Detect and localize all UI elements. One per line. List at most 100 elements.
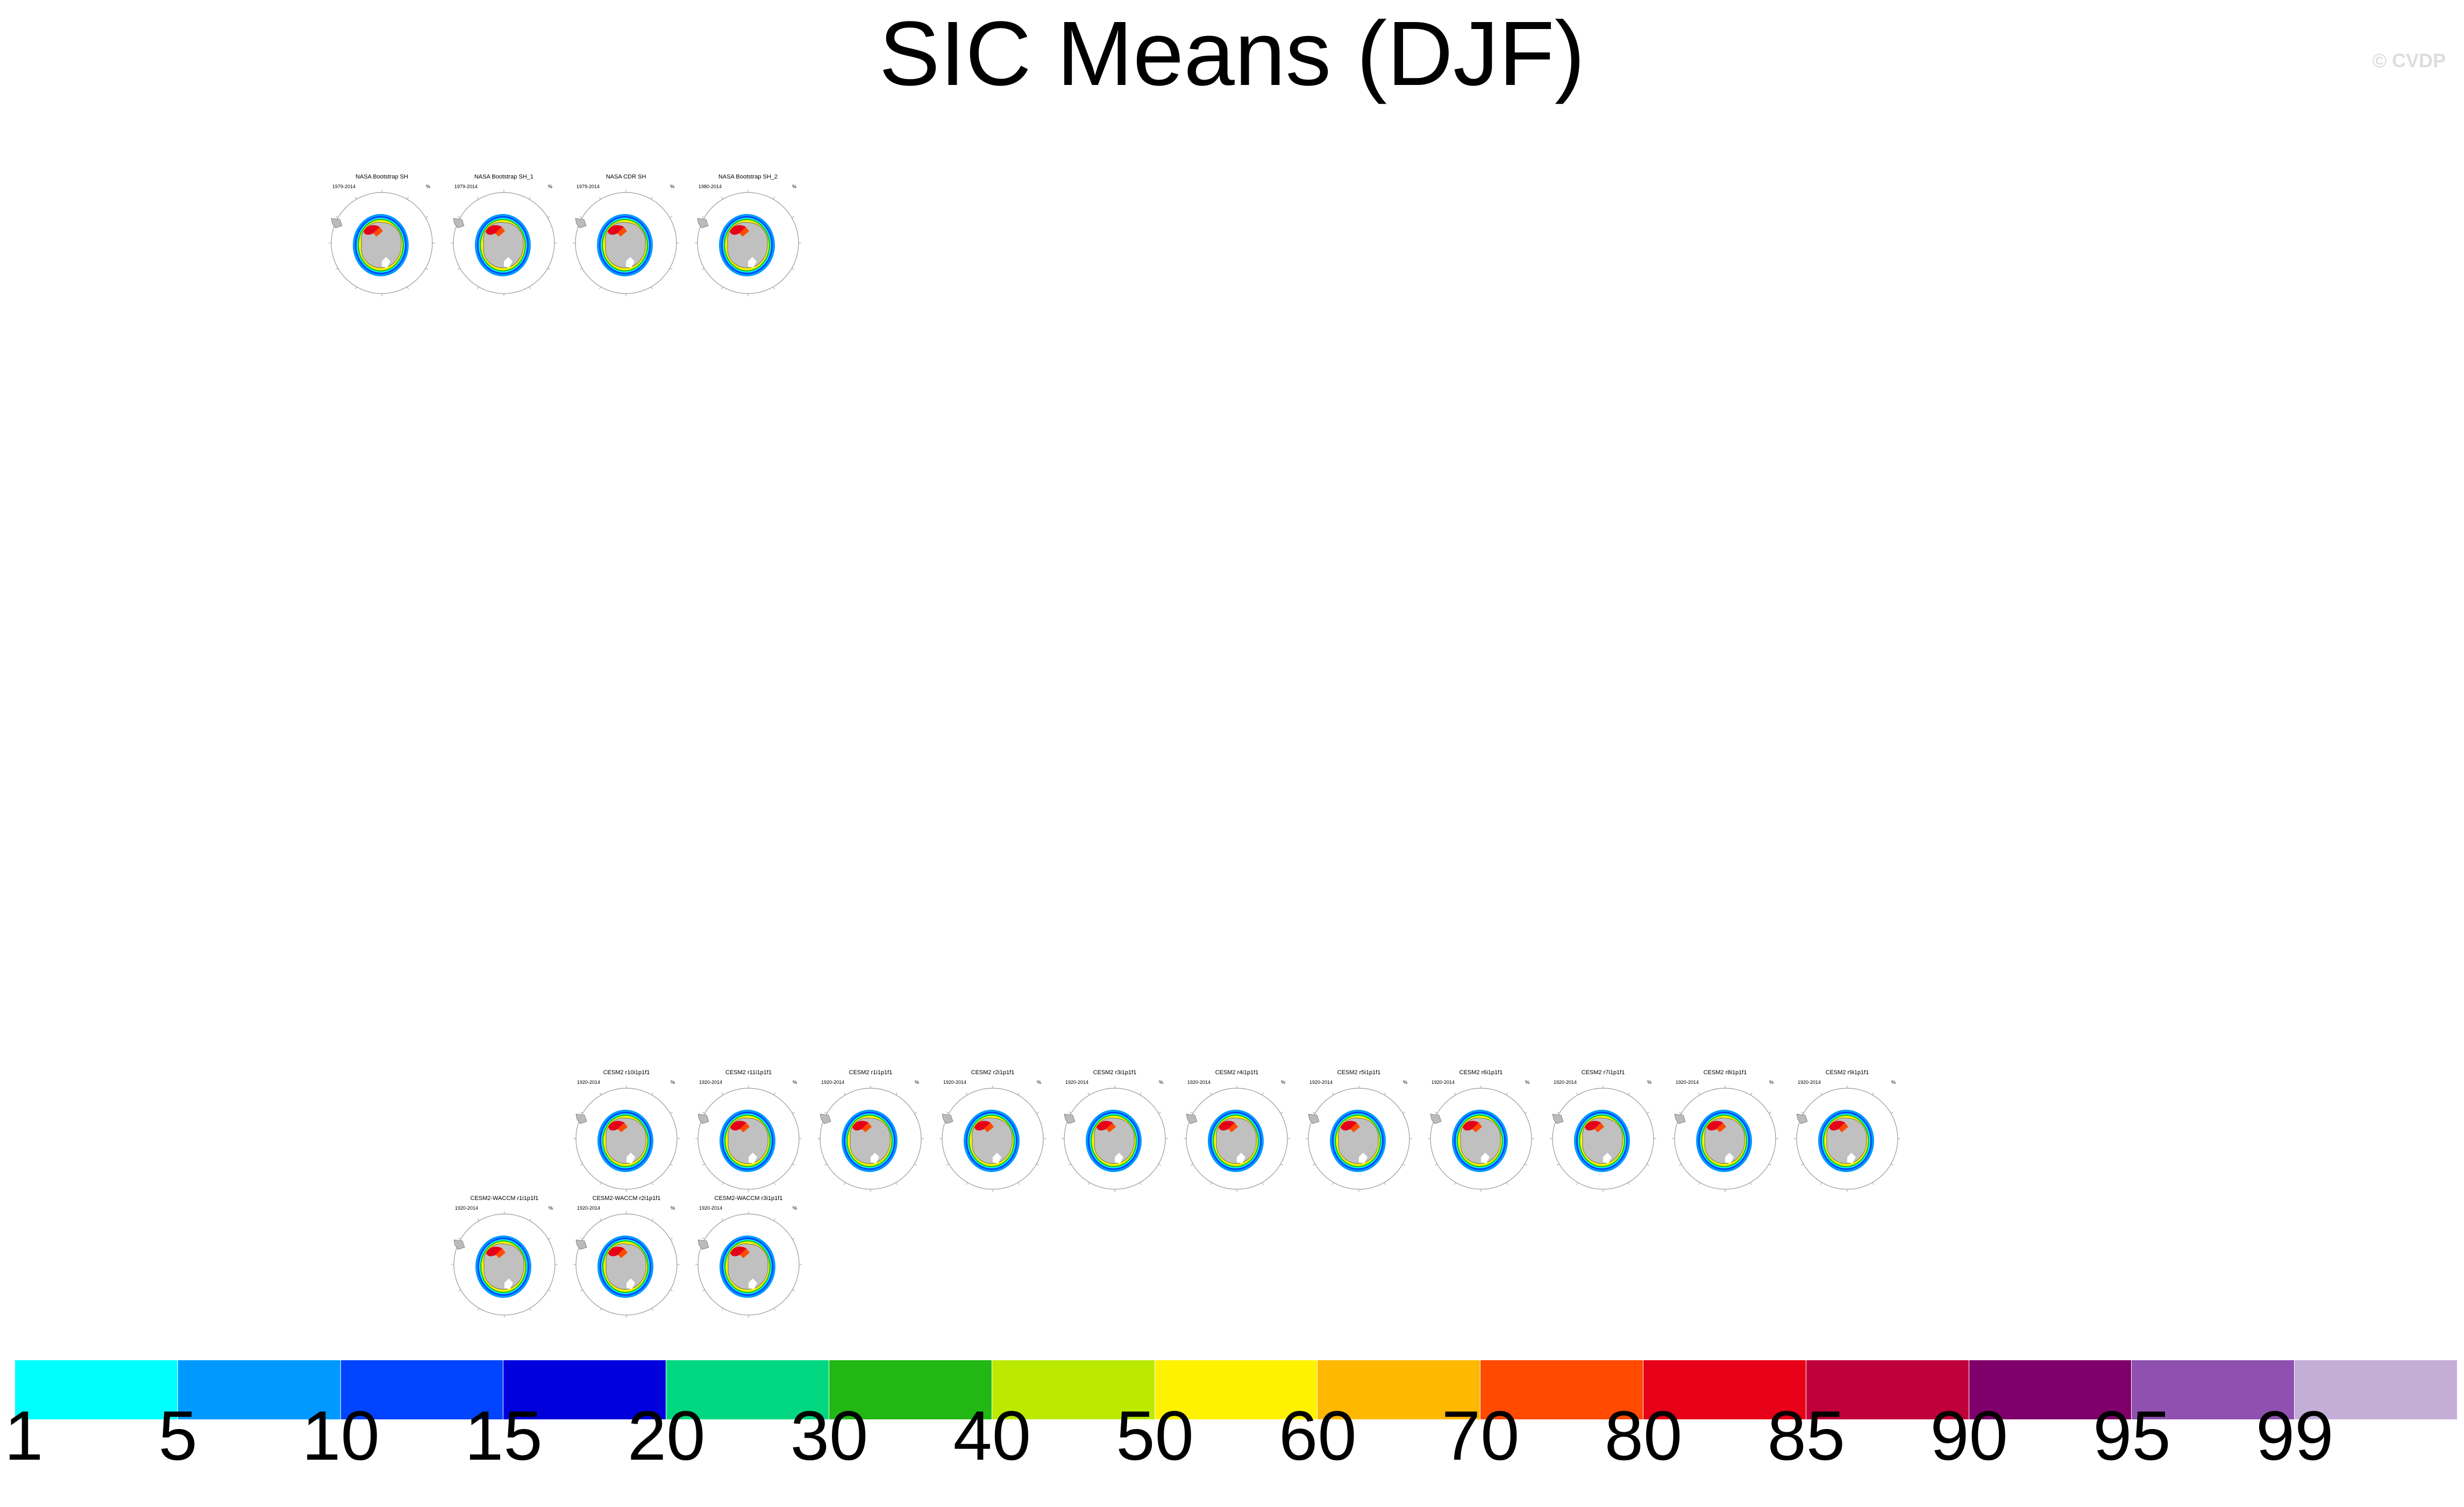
high-sic-patch bbox=[1219, 1120, 1235, 1131]
longitude-tick bbox=[1872, 1092, 1874, 1095]
polar-map bbox=[573, 1085, 680, 1192]
panel-units: % bbox=[670, 1080, 675, 1085]
panel-units: % bbox=[670, 184, 674, 189]
polar-map bbox=[1672, 1085, 1778, 1192]
longitude-tick bbox=[792, 1289, 795, 1291]
high-sic-patch bbox=[364, 225, 380, 235]
longitude-tick bbox=[773, 1182, 775, 1185]
south-america-landmass bbox=[1674, 1113, 1686, 1124]
longitude-tick bbox=[651, 197, 653, 199]
high-sic-patch bbox=[617, 227, 627, 237]
high-sic-patch bbox=[486, 1246, 502, 1256]
panel-units: % bbox=[1158, 1080, 1163, 1085]
longitude-tick bbox=[702, 1238, 705, 1240]
polar-map bbox=[1062, 1085, 1168, 1192]
panel-units: % bbox=[792, 184, 796, 189]
colorbar-box bbox=[1806, 1360, 1969, 1419]
polar-map bbox=[695, 1211, 802, 1318]
longitude-tick bbox=[1069, 1112, 1071, 1114]
longitude-tick bbox=[1017, 1092, 1020, 1095]
map-panel: NASA CDR SH 1979-2014% bbox=[572, 173, 680, 302]
colorbar-box bbox=[992, 1360, 1155, 1419]
panel-units: % bbox=[1891, 1080, 1896, 1085]
high-sic-patch bbox=[1228, 1123, 1238, 1132]
panel-units: % bbox=[1647, 1080, 1651, 1085]
map-panel: CESM2-WACCM r1i1p1f1 1920-2014% bbox=[451, 1195, 558, 1324]
polar-map bbox=[451, 190, 557, 296]
longitude-tick bbox=[547, 216, 550, 218]
longitude-tick bbox=[1262, 1092, 1264, 1095]
high-sic-patch bbox=[852, 1120, 868, 1131]
colorbar-box bbox=[829, 1360, 992, 1419]
longitude-tick bbox=[722, 1182, 724, 1185]
longitude-tick bbox=[336, 216, 338, 218]
longitude-tick bbox=[966, 1092, 968, 1095]
longitude-tick bbox=[458, 268, 460, 270]
longitude-tick bbox=[580, 1289, 583, 1291]
longitude-tick bbox=[600, 1092, 602, 1095]
longitude-tick bbox=[1280, 1163, 1283, 1166]
south-america-landmass bbox=[1430, 1113, 1442, 1124]
longitude-tick bbox=[1435, 1163, 1437, 1166]
panel-years: 1920-2014 bbox=[577, 1205, 601, 1211]
longitude-tick bbox=[722, 1218, 724, 1221]
panel-years: 1920-2014 bbox=[699, 1080, 723, 1085]
colorbar-box bbox=[1318, 1360, 1481, 1419]
longitude-tick bbox=[1384, 1182, 1386, 1185]
panel-units: % bbox=[914, 1080, 919, 1085]
longitude-tick bbox=[844, 1092, 846, 1095]
longitude-tick bbox=[773, 1308, 775, 1311]
longitude-tick bbox=[721, 197, 723, 199]
panel-years: 1979-2014 bbox=[576, 184, 600, 189]
panel-title: CESM2-WACCM r2i1p1f1 bbox=[592, 1195, 661, 1202]
high-sic-patch bbox=[862, 1123, 872, 1132]
south-america-landmass bbox=[1064, 1113, 1076, 1124]
panel-years: 1920-2014 bbox=[821, 1080, 845, 1085]
longitude-tick bbox=[792, 268, 794, 270]
south-america-landmass bbox=[453, 1239, 465, 1250]
panel-years: 1920-2014 bbox=[455, 1205, 479, 1211]
high-sic-patch bbox=[974, 1120, 991, 1131]
south-america-landmass bbox=[1552, 1113, 1564, 1124]
longitude-tick bbox=[478, 1308, 480, 1311]
panel-units: % bbox=[792, 1080, 797, 1085]
longitude-tick bbox=[1088, 1182, 1090, 1185]
colorbar bbox=[15, 1360, 2458, 1419]
polar-map bbox=[1550, 1085, 1656, 1192]
longitude-tick bbox=[670, 268, 672, 270]
panel-units: % bbox=[792, 1205, 797, 1211]
panel-years: 1920-2014 bbox=[1065, 1080, 1089, 1085]
longitude-tick bbox=[600, 1308, 602, 1311]
longitude-tick bbox=[1769, 1112, 1771, 1114]
panel-years: 1920-2014 bbox=[943, 1080, 967, 1085]
colorbar-box bbox=[177, 1360, 341, 1419]
panel-units: % bbox=[425, 184, 430, 189]
panel-title: CESM2-WACCM r1i1p1f1 bbox=[470, 1195, 539, 1202]
panel-title: NASA Bootstrap SH_1 bbox=[474, 174, 534, 180]
longitude-tick bbox=[1158, 1112, 1161, 1114]
polar-map bbox=[939, 1085, 1046, 1192]
longitude-tick bbox=[1210, 1182, 1212, 1185]
colorbar-tick-label: 20 bbox=[627, 1396, 706, 1475]
ice-shelf bbox=[749, 1279, 757, 1289]
longitude-tick bbox=[966, 1182, 968, 1185]
longitude-tick bbox=[1262, 1182, 1264, 1185]
high-sic-patch bbox=[618, 1123, 628, 1132]
ice-shelf bbox=[1725, 1153, 1734, 1163]
south-america-landmass bbox=[942, 1113, 953, 1124]
longitude-tick bbox=[773, 1218, 775, 1221]
longitude-tick bbox=[651, 287, 653, 289]
longitude-tick bbox=[1017, 1182, 1020, 1185]
longitude-tick bbox=[407, 197, 409, 199]
high-sic-patch bbox=[1594, 1123, 1604, 1132]
longitude-tick bbox=[580, 1238, 583, 1240]
polar-map bbox=[573, 190, 679, 296]
panel-units: % bbox=[670, 1205, 675, 1211]
longitude-tick bbox=[1801, 1163, 1804, 1166]
longitude-tick bbox=[1036, 1112, 1039, 1114]
south-america-landmass bbox=[1186, 1113, 1198, 1124]
colorbar-tick-label: 85 bbox=[1767, 1396, 1846, 1475]
longitude-tick bbox=[1576, 1092, 1578, 1095]
longitude-tick bbox=[1140, 1092, 1142, 1095]
longitude-tick bbox=[651, 1092, 653, 1095]
